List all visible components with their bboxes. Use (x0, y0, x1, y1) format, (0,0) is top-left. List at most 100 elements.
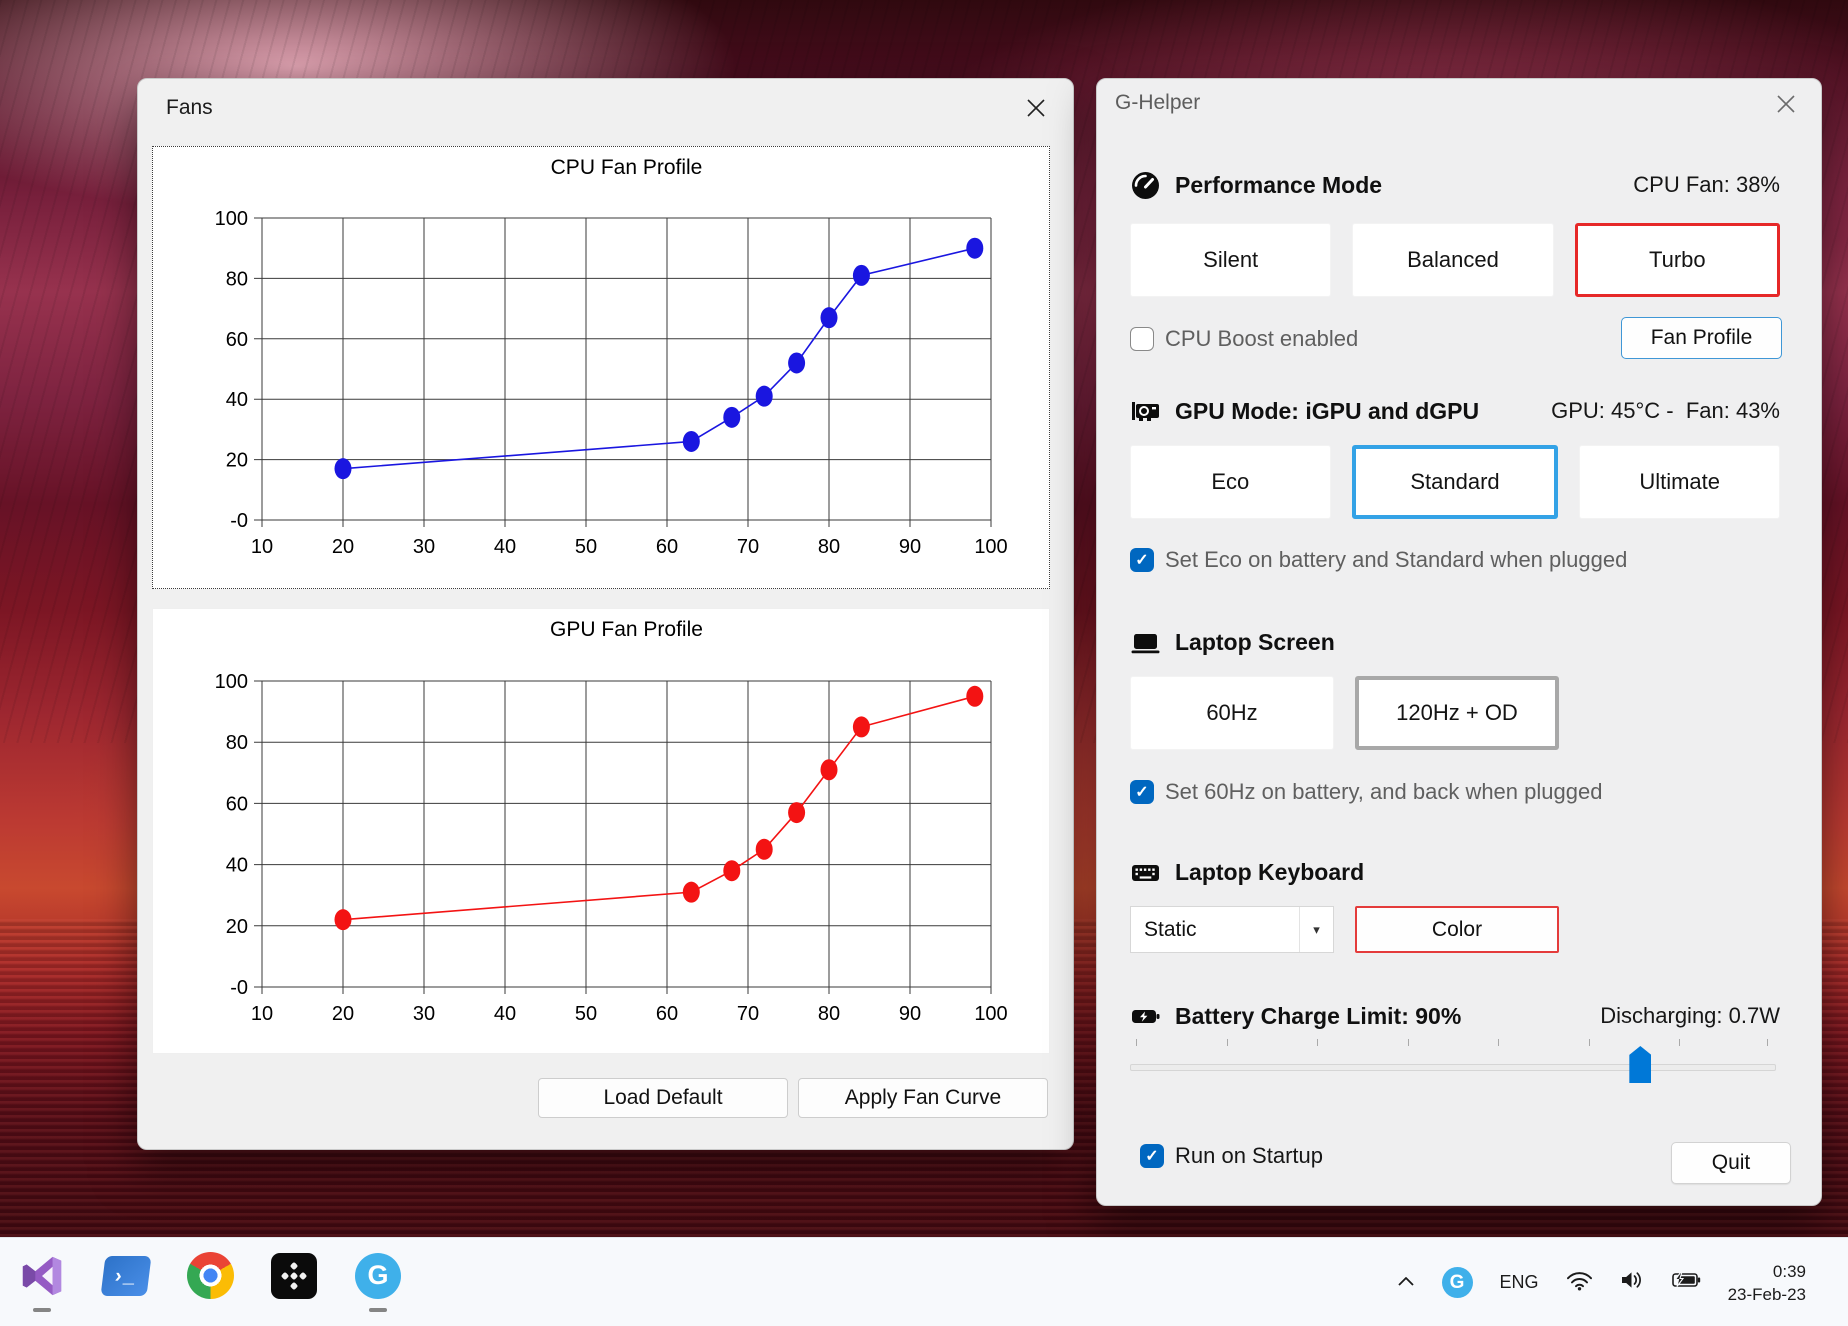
performance-mode-title: Performance Mode (1175, 171, 1383, 198)
svg-text:60: 60 (656, 536, 678, 558)
cpu-fan-chart[interactable]: 10 20 30 40 50 60 70 80 90 100 -0 20 40 60 80 100 CPU Fa… (153, 147, 1049, 588)
gpu-fan-chart-panel[interactable]: 10 20 30 40 50 60 70 80 90 100 -0 20 40 60 80 100 GPU Fa… (152, 608, 1050, 1054)
svg-text:90: 90 (899, 536, 921, 558)
performance-gauge-icon (1130, 170, 1161, 201)
ultimate-gpu-button[interactable]: Ultimate (1579, 445, 1781, 519)
gpu-fan-chart[interactable]: 10 20 30 40 50 60 70 80 90 100 -0 20 40 60 80 100 GPU Fa… (153, 609, 1049, 1053)
g-helper-close-button[interactable] (1771, 89, 1801, 119)
tray-clock[interactable]: 0:39 23-Feb-23 (1728, 1260, 1806, 1306)
svg-text:30: 30 (413, 536, 435, 558)
svg-text:CPU Fan Profile: CPU Fan Profile (551, 156, 703, 179)
clock-date: 23-Feb-23 (1727, 1284, 1806, 1304)
run-on-startup-label: Run on Startup (1175, 1143, 1323, 1168)
svg-text:60: 60 (656, 1003, 678, 1025)
chevron-down-icon[interactable]: ▾ (1299, 907, 1333, 952)
speaker-icon[interactable] (1620, 1270, 1645, 1295)
system-tray: G ENG (1397, 1238, 1806, 1326)
cpu-boost-checkbox[interactable] (1130, 327, 1154, 351)
battery-charging-icon[interactable] (1671, 1271, 1701, 1294)
slider-track[interactable] (1130, 1064, 1776, 1071)
keyboard-mode-value: Static (1144, 917, 1197, 941)
standard-gpu-button[interactable]: Standard (1351, 445, 1559, 519)
screen-refresh-buttons: 60Hz 120Hz + OD (1130, 676, 1780, 750)
screen-auto-row: ✓ Set 60Hz on battery, and back when plu… (1130, 777, 1780, 807)
gpu-auto-label: Set Eco on battery and Standard when plu… (1165, 547, 1628, 572)
clock-time: 0:39 (1772, 1261, 1806, 1281)
svg-text:20: 20 (226, 450, 248, 472)
cpu-boost-label: CPU Boost enabled (1165, 326, 1359, 351)
fans-close-button[interactable] (1021, 93, 1051, 123)
turbo-mode-button[interactable]: Turbo (1574, 223, 1780, 297)
gpu-mode-title: GPU Mode: iGPU and dGPU (1175, 397, 1480, 424)
g-helper-window: G-Helper Performance Mode CPU Fan: 38% (1096, 78, 1822, 1206)
battery-charge-slider[interactable] (1130, 1034, 1776, 1090)
silent-mode-button[interactable]: Silent (1130, 223, 1332, 297)
taskbar-item-g-helper[interactable]: G (336, 1252, 420, 1312)
running-indicator (33, 1308, 51, 1312)
taskbar-item-powershell[interactable]: ›_ (84, 1252, 168, 1304)
laptop-keyboard-title: Laptop Keyboard (1175, 858, 1365, 885)
gpu-card-icon (1130, 396, 1161, 427)
performance-mode-header: Performance Mode CPU Fan: 38% (1130, 165, 1780, 205)
svg-text:40: 40 (494, 536, 516, 558)
fan-profile-button[interactable]: Fan Profile (1621, 317, 1782, 359)
laptop-screen-header: Laptop Screen (1130, 622, 1780, 662)
wifi-icon[interactable] (1566, 1270, 1593, 1296)
fans-window-title: Fans (166, 96, 213, 119)
tray-g-helper-icon[interactable]: G (1441, 1267, 1473, 1298)
balanced-mode-button[interactable]: Balanced (1352, 223, 1554, 297)
g-helper-icon: G (355, 1252, 402, 1299)
svg-text:80: 80 (818, 1003, 840, 1025)
svg-text:50: 50 (575, 536, 597, 558)
slider-thumb[interactable] (1629, 1046, 1652, 1083)
gpu-auto-row: ✓ Set Eco on battery and Standard when p… (1130, 545, 1780, 575)
quit-button[interactable]: Quit (1671, 1142, 1791, 1184)
svg-text:10: 10 (251, 1003, 273, 1025)
laptop-screen-icon (1130, 627, 1161, 658)
svg-text:80: 80 (818, 536, 840, 558)
run-on-startup-checkbox[interactable]: ✓ (1140, 1144, 1164, 1168)
svg-text:100: 100 (974, 1003, 1007, 1025)
taskbar-item-visual-studio[interactable] (0, 1252, 84, 1312)
battery-header: Battery Charge Limit: 90% Discharging: 0… (1130, 996, 1780, 1036)
running-indicator (369, 1308, 387, 1312)
laptop-screen-title: Laptop Screen (1175, 628, 1335, 655)
powershell-icon: ›_ (100, 1252, 152, 1299)
taskbar-item-chrome[interactable] (168, 1252, 252, 1304)
run-on-startup-row: ✓ Run on Startup (1140, 1141, 1780, 1171)
taskbar-apps: ›_ G (0, 1252, 420, 1312)
taskbar: ›_ G (0, 1237, 1848, 1326)
svg-text:50: 50 (575, 1003, 597, 1025)
language-indicator[interactable]: ENG (1499, 1272, 1539, 1292)
refresh-60hz-button[interactable]: 60Hz (1130, 676, 1334, 750)
eco-gpu-button[interactable]: Eco (1130, 445, 1331, 519)
svg-text:40: 40 (226, 855, 248, 877)
discharging-status: Discharging: 0.7W (1600, 1003, 1780, 1028)
apply-fan-curve-button[interactable]: Apply Fan Curve (798, 1078, 1048, 1118)
svg-text:20: 20 (226, 916, 248, 938)
gpu-status: GPU: 45°C - Fan: 43% (1551, 398, 1780, 423)
svg-text:80: 80 (226, 732, 248, 754)
svg-text:20: 20 (332, 1003, 354, 1025)
performance-mode-buttons: Silent Balanced Turbo (1130, 223, 1780, 297)
refresh-120hz-od-button[interactable]: 120Hz + OD (1355, 676, 1559, 750)
black-tile-app-icon (271, 1252, 318, 1299)
svg-text:30: 30 (413, 1003, 435, 1025)
screen-auto-checkbox[interactable]: ✓ (1130, 780, 1154, 804)
tray-chevron-up-icon[interactable] (1397, 1274, 1415, 1292)
g-helper-window-title: G-Helper (1115, 91, 1201, 114)
svg-text:100: 100 (215, 671, 248, 693)
gpu-auto-checkbox[interactable]: ✓ (1130, 548, 1154, 572)
cpu-fan-chart-panel[interactable]: 10 20 30 40 50 60 70 80 90 100 -0 20 40 60 80 100 CPU Fa… (152, 146, 1050, 589)
gpu-mode-header: GPU Mode: iGPU and dGPU GPU: 45°C - Fan:… (1130, 391, 1780, 431)
svg-text:60: 60 (226, 793, 248, 815)
keyboard-mode-dropdown[interactable]: Static ▾ (1130, 906, 1334, 953)
load-default-button[interactable]: Load Default (538, 1078, 788, 1118)
battery-bolt-icon (1130, 1001, 1161, 1032)
keyboard-color-button[interactable]: Color (1355, 906, 1559, 953)
slider-ticks (1130, 1039, 1776, 1046)
svg-text:-0: -0 (230, 977, 248, 999)
svg-text:70: 70 (737, 536, 759, 558)
taskbar-item-black-tile-app[interactable] (252, 1252, 336, 1304)
cpu-fan-status: CPU Fan: 38% (1633, 172, 1780, 197)
